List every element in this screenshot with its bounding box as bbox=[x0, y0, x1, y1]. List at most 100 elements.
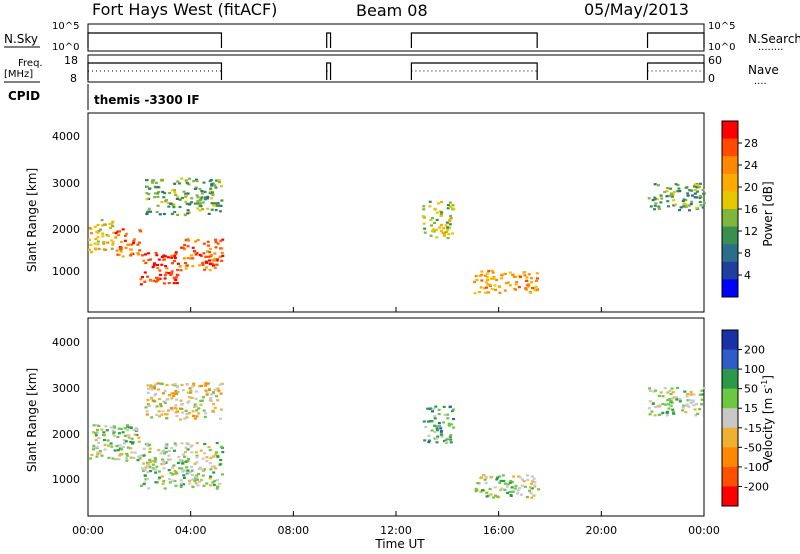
data-cell bbox=[176, 268, 180, 272]
data-cell bbox=[658, 404, 662, 407]
data-cell bbox=[103, 223, 107, 226]
data-cell bbox=[692, 185, 696, 188]
data-cell bbox=[147, 258, 151, 262]
data-cell bbox=[170, 446, 174, 450]
data-cell bbox=[186, 209, 190, 212]
data-cell bbox=[439, 229, 443, 232]
data-cell bbox=[201, 457, 205, 460]
data-cell bbox=[164, 265, 168, 268]
data-cell bbox=[178, 198, 182, 201]
data-cell bbox=[435, 228, 439, 231]
data-cell bbox=[700, 393, 704, 396]
data-cell bbox=[142, 454, 146, 457]
data-cell bbox=[655, 197, 659, 201]
data-cell bbox=[179, 399, 183, 402]
data-cell bbox=[180, 383, 184, 387]
data-cell bbox=[186, 182, 189, 185]
data-cell bbox=[191, 246, 195, 249]
data-cell bbox=[533, 481, 537, 484]
data-cell bbox=[693, 189, 697, 192]
data-cell bbox=[166, 201, 170, 205]
data-cell bbox=[173, 406, 177, 409]
data-cell bbox=[678, 209, 682, 212]
data-cell bbox=[210, 197, 214, 200]
data-cell bbox=[179, 479, 183, 482]
data-cell bbox=[127, 436, 131, 439]
data-cell bbox=[510, 481, 514, 484]
data-cell bbox=[165, 267, 169, 270]
data-cell bbox=[648, 389, 652, 392]
data-cell bbox=[146, 442, 150, 445]
data-cell bbox=[214, 238, 217, 241]
data-cell bbox=[675, 396, 678, 399]
data-cell bbox=[157, 258, 161, 261]
data-cell bbox=[485, 276, 489, 279]
data-cell bbox=[198, 209, 202, 212]
data-cell bbox=[174, 484, 178, 487]
data-cell bbox=[198, 204, 202, 207]
data-cell bbox=[208, 262, 212, 266]
data-cell bbox=[112, 432, 116, 435]
data-cell bbox=[100, 219, 104, 222]
data-cell bbox=[186, 245, 190, 248]
data-cell bbox=[132, 241, 135, 245]
data-cell bbox=[148, 458, 152, 461]
data-cell bbox=[476, 482, 480, 485]
power-cbar-label: Power [dB] bbox=[761, 181, 775, 246]
data-cell bbox=[178, 467, 182, 470]
data-cell bbox=[682, 198, 686, 201]
data-cell bbox=[516, 489, 520, 492]
data-cell bbox=[216, 478, 220, 482]
data-cell bbox=[123, 442, 126, 445]
data-cell bbox=[690, 200, 694, 203]
data-cell bbox=[437, 202, 440, 205]
data-cell bbox=[193, 250, 196, 253]
data-cell bbox=[168, 478, 172, 481]
data-cell bbox=[186, 391, 190, 394]
data-cell bbox=[495, 478, 499, 481]
data-cell bbox=[210, 184, 214, 187]
data-cell bbox=[186, 212, 190, 215]
data-cell bbox=[101, 433, 105, 437]
data-cell bbox=[141, 254, 144, 257]
data-cell bbox=[188, 482, 192, 485]
data-cell bbox=[530, 281, 534, 284]
data-cell bbox=[201, 262, 205, 265]
data-cell bbox=[527, 273, 531, 276]
data-cell bbox=[213, 252, 217, 255]
data-cell bbox=[184, 267, 188, 270]
data-cell bbox=[500, 277, 504, 280]
colorbar-swatch bbox=[722, 408, 738, 429]
data-cell bbox=[682, 404, 686, 407]
data-cell bbox=[185, 442, 189, 445]
data-cell bbox=[448, 226, 452, 229]
data-cell bbox=[440, 200, 443, 204]
data-cell bbox=[206, 250, 210, 253]
data-cell bbox=[143, 271, 147, 274]
data-cell bbox=[446, 207, 450, 210]
data-cell bbox=[104, 425, 108, 428]
data-cell bbox=[480, 270, 484, 273]
data-cell bbox=[172, 206, 176, 209]
nave-tick-bottom: 0 bbox=[708, 72, 715, 85]
data-cell bbox=[140, 467, 144, 470]
velocity-heatmap bbox=[89, 382, 706, 499]
data-cell bbox=[498, 291, 502, 294]
data-cell bbox=[686, 399, 690, 402]
data-cell bbox=[520, 484, 524, 487]
data-cell bbox=[514, 484, 518, 488]
data-cell bbox=[667, 398, 671, 401]
data-cell bbox=[180, 196, 184, 200]
data-cell bbox=[99, 228, 102, 231]
x-axis: 00:00 04:00 08:00 12:00 16:00 20:00 00:00 bbox=[72, 307, 720, 537]
data-cell bbox=[173, 259, 176, 263]
data-cell bbox=[92, 424, 96, 427]
data-cell bbox=[123, 427, 127, 430]
data-cell bbox=[115, 444, 119, 448]
data-cell bbox=[215, 487, 219, 490]
data-cell bbox=[97, 247, 101, 250]
data-cell bbox=[449, 441, 453, 444]
data-cell bbox=[657, 184, 660, 187]
data-cell bbox=[146, 477, 149, 480]
data-cell bbox=[180, 407, 184, 410]
